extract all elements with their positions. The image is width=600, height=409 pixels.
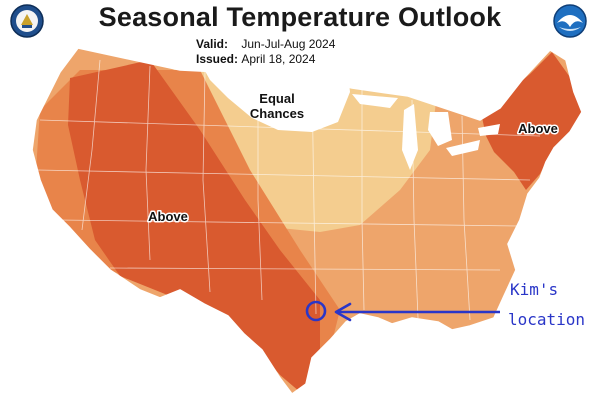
map-title: Seasonal Temperature Outlook [98, 2, 502, 32]
issued-value: April 18, 2024 [241, 52, 316, 66]
above-60-70-zone [68, 60, 320, 392]
noaa-logo [553, 4, 587, 38]
us-outline [31, 47, 583, 395]
equal-chances-label-line1: Equal [259, 91, 294, 106]
above-northeast-zone [480, 52, 582, 190]
above-northeast-label-halo: Above [518, 121, 558, 136]
equal-chances-label-line2: Chances [250, 106, 304, 121]
valid-label: Valid: [196, 37, 229, 51]
label-above-west: Above Above [147, 208, 190, 226]
annotation-line1: Kim's [510, 280, 559, 299]
great-lakes [352, 94, 500, 170]
valid-value: Jun-Jul-Aug 2024 [241, 37, 336, 51]
valid-period: Valid: Jun-Jul-Aug 2024 [196, 37, 335, 51]
label-equal-chances: Equal Chances [250, 91, 304, 121]
annotation-line2: location [508, 310, 586, 329]
above-west-label: Above [148, 209, 188, 224]
above-west-label-halo: Above [148, 209, 188, 224]
above-northeast-label: Above [518, 121, 558, 136]
label-above-northeast: Above Above [517, 120, 560, 138]
issued-date: Issued: April 18, 2024 [196, 52, 315, 66]
issued-label: Issued: [196, 52, 239, 66]
department-of-commerce-logo [10, 4, 44, 38]
kims-location-marker [305, 300, 500, 322]
